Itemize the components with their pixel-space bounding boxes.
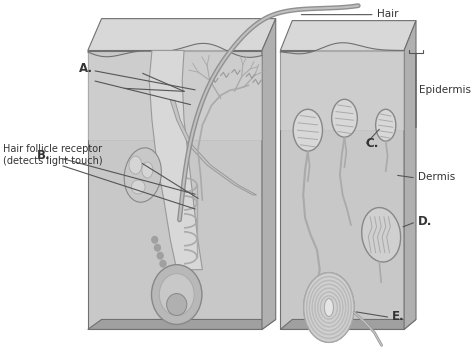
- Polygon shape: [170, 100, 256, 195]
- Polygon shape: [88, 319, 276, 329]
- Text: C.: C.: [365, 137, 379, 150]
- Ellipse shape: [124, 148, 161, 202]
- Ellipse shape: [159, 274, 194, 315]
- Ellipse shape: [142, 162, 153, 178]
- Ellipse shape: [376, 109, 396, 141]
- Ellipse shape: [129, 156, 142, 174]
- Ellipse shape: [362, 208, 401, 262]
- Circle shape: [156, 252, 164, 260]
- Ellipse shape: [304, 273, 354, 342]
- Polygon shape: [280, 50, 404, 329]
- Polygon shape: [280, 319, 416, 329]
- Text: Hair follicle receptor
(detects light touch): Hair follicle receptor (detects light to…: [3, 144, 103, 166]
- Circle shape: [151, 236, 158, 244]
- Polygon shape: [88, 19, 276, 50]
- Text: B.: B.: [37, 149, 51, 161]
- Ellipse shape: [167, 294, 187, 315]
- Polygon shape: [280, 43, 404, 130]
- Ellipse shape: [293, 109, 322, 151]
- Circle shape: [154, 244, 161, 252]
- Text: Hair: Hair: [376, 9, 398, 19]
- Text: D.: D.: [418, 215, 432, 228]
- Polygon shape: [404, 21, 416, 329]
- Text: A.: A.: [79, 62, 92, 75]
- Text: E.: E.: [392, 310, 405, 323]
- Ellipse shape: [304, 273, 354, 342]
- Ellipse shape: [131, 180, 145, 194]
- Polygon shape: [280, 21, 416, 50]
- Circle shape: [159, 260, 167, 268]
- Ellipse shape: [332, 99, 357, 137]
- Polygon shape: [88, 50, 262, 329]
- Polygon shape: [88, 43, 262, 140]
- Text: Dermis: Dermis: [418, 172, 455, 182]
- Polygon shape: [149, 50, 202, 270]
- Ellipse shape: [152, 265, 202, 324]
- Polygon shape: [262, 19, 276, 329]
- Text: Epidermis: Epidermis: [419, 85, 471, 95]
- Ellipse shape: [324, 299, 334, 316]
